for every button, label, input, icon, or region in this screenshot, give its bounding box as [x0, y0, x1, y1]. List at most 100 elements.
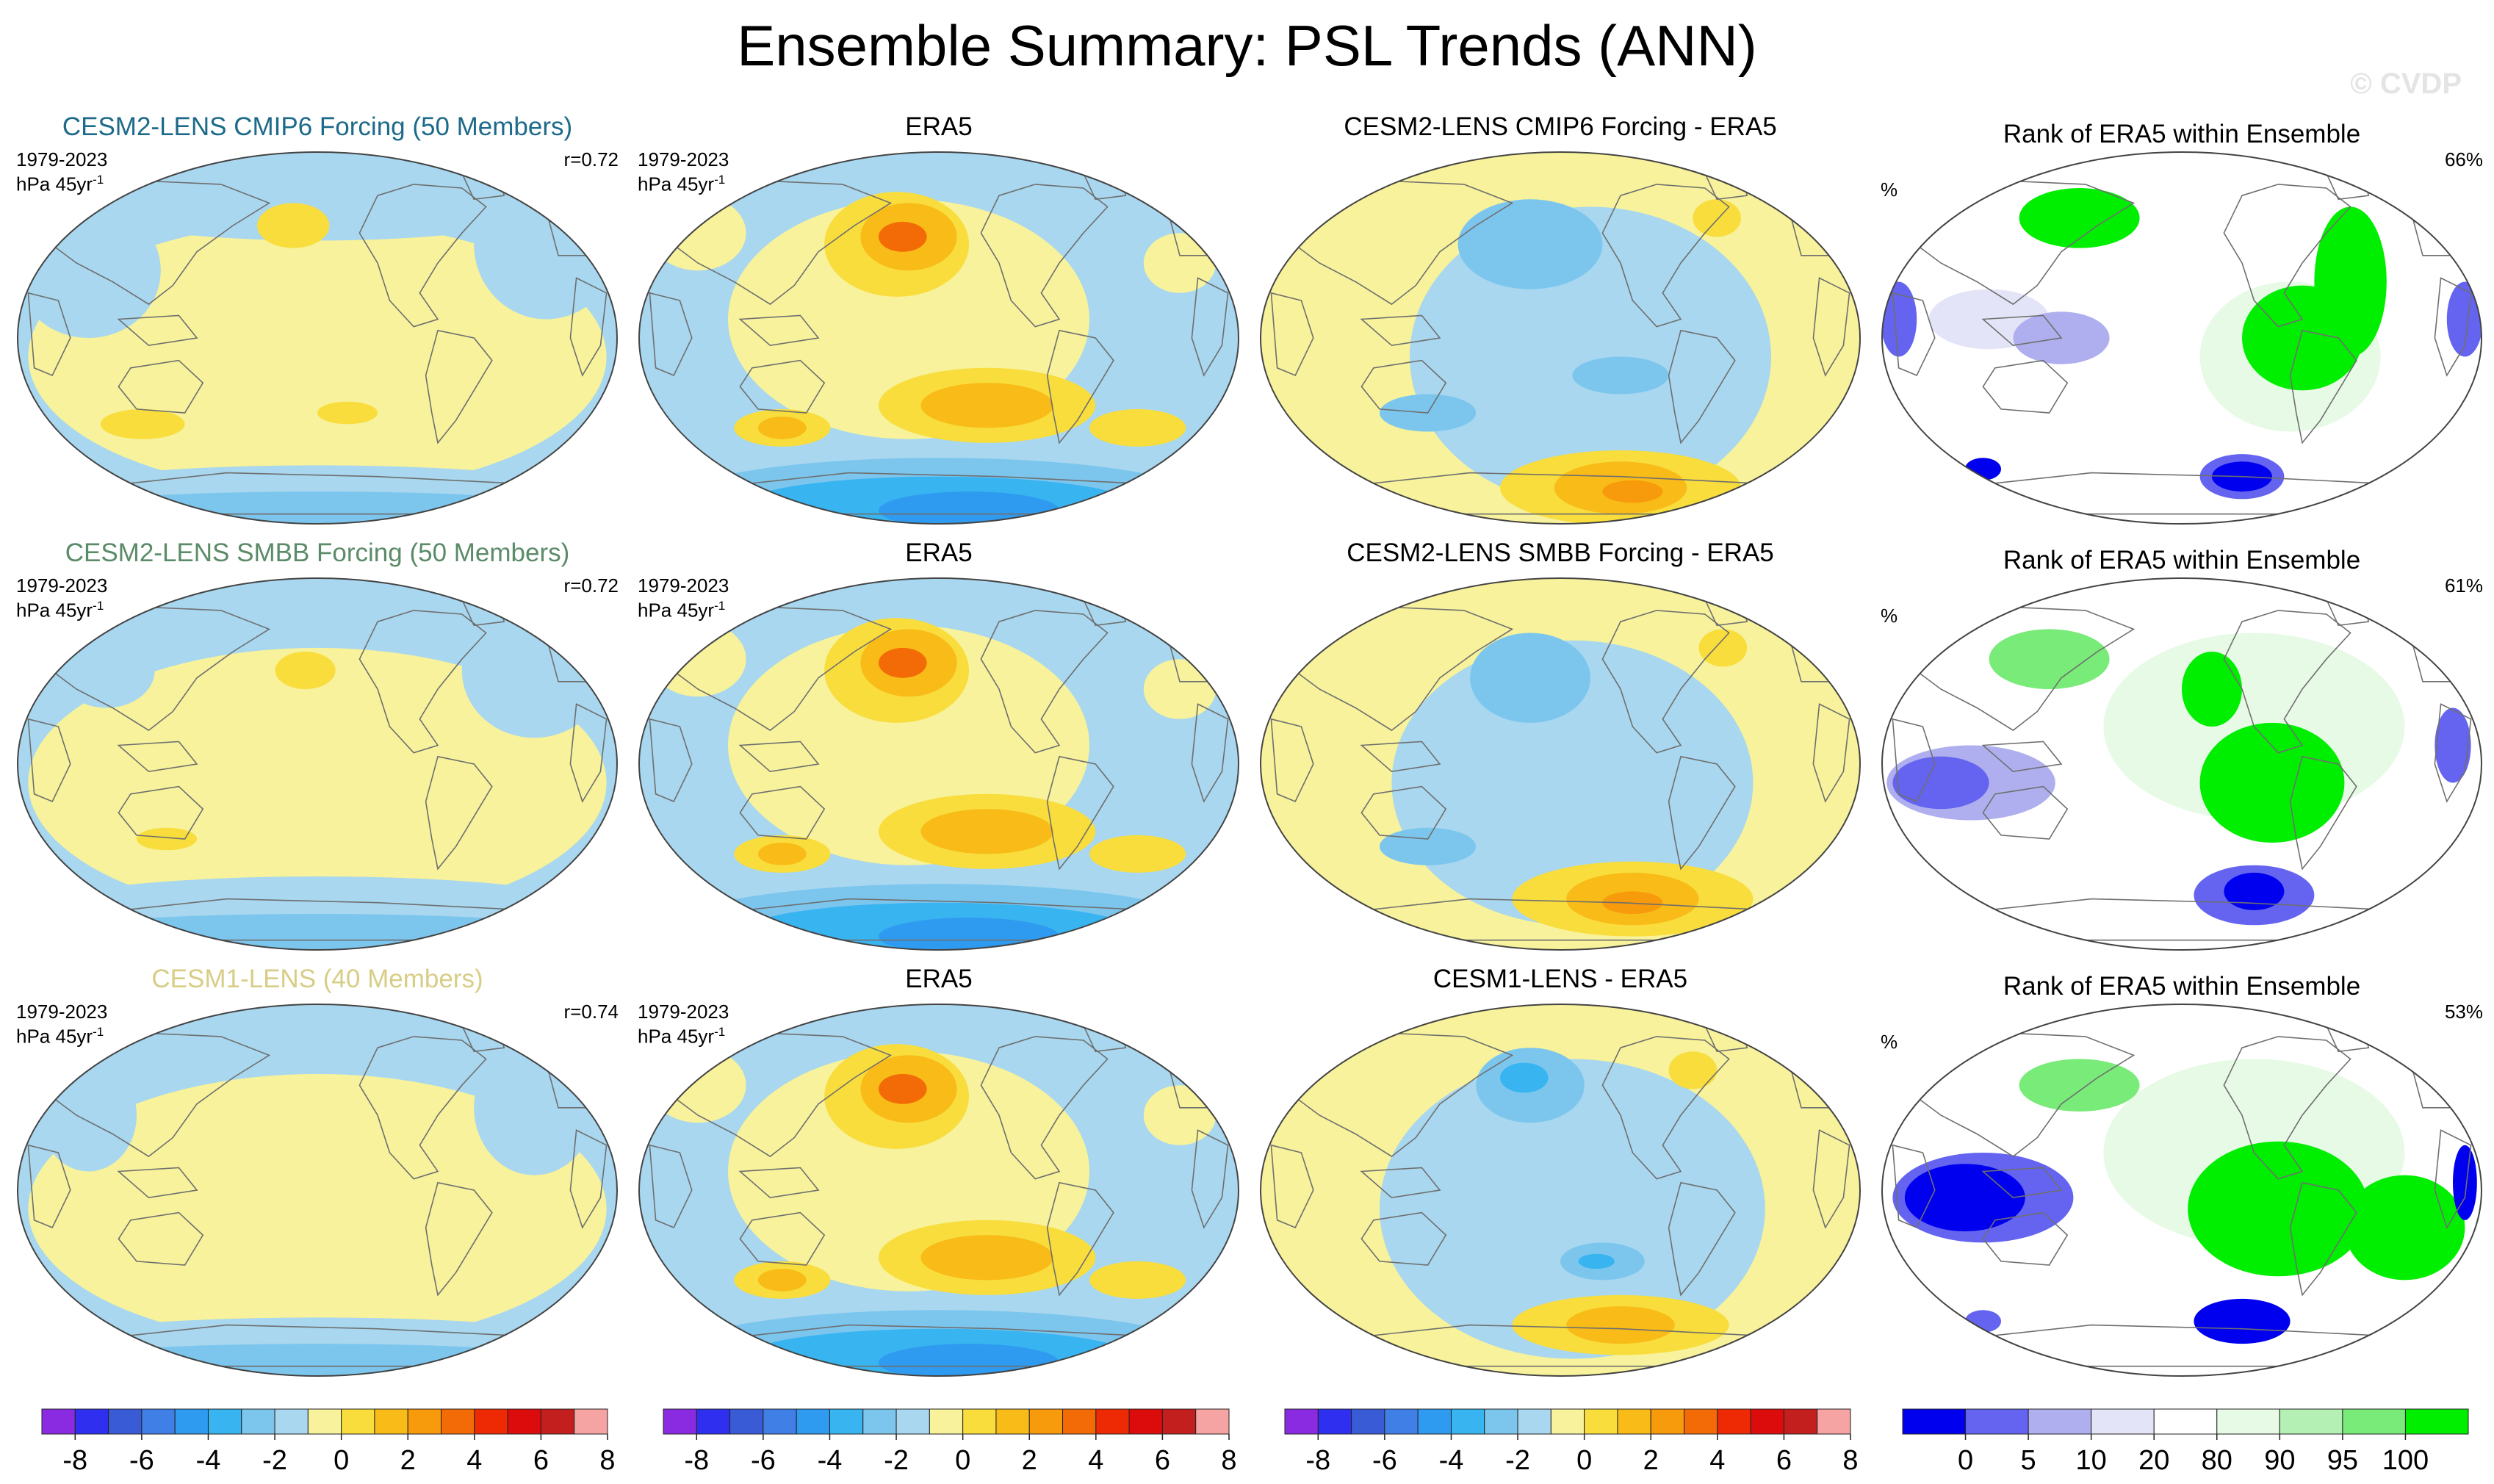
rank-unit-label: %: [1881, 179, 1898, 201]
coastline: [117, 314, 198, 347]
colorbar-segment: [1128, 1408, 1163, 1435]
map-border: [1260, 1004, 1861, 1377]
coastline: [1046, 329, 1114, 444]
colorbar-tick-label: 5: [2021, 1445, 2036, 1476]
model-panel-title: CESM2-LENS CMIP6 Forcing (50 Members): [62, 112, 573, 141]
map-border: [1260, 577, 1861, 951]
colorbar-segment: [895, 1408, 930, 1435]
map-border: [1260, 151, 1861, 525]
coastline: [27, 1144, 71, 1229]
colorbar-tick-label: 8: [1221, 1445, 1236, 1476]
colorbar-segment: [796, 1408, 830, 1435]
colorbar-segment: [829, 1408, 864, 1435]
colorbar-tick-label: -4: [818, 1445, 843, 1476]
colorbar-tick-label: 10: [2076, 1445, 2107, 1476]
colorbar-segment: [574, 1408, 608, 1435]
field-contour: [879, 1073, 927, 1104]
colorbar-segment: [1783, 1408, 1818, 1435]
coastline: [2223, 1036, 2351, 1180]
model-panel-title: CESM2-LENS SMBB Forcing (50 Members): [65, 539, 570, 567]
colorbar-tick-label: 8: [1842, 1445, 1858, 1476]
field-contour: [1470, 633, 1590, 723]
field-contour: [1693, 199, 1741, 237]
model-map: [17, 577, 618, 951]
coastline: [569, 277, 608, 377]
field-contour: [920, 383, 1053, 428]
coastline: [738, 314, 820, 347]
colorbar-segment: [1902, 1408, 1967, 1435]
colorbar-segment: [174, 1408, 209, 1435]
figure-title: Ensemble Summary: PSL Trends (ANN): [737, 13, 1757, 78]
coastline: [1892, 718, 1936, 803]
coastline: [1270, 1144, 1314, 1229]
coastline: [27, 718, 71, 803]
colorbar-segment: [1650, 1408, 1685, 1435]
colorbar-tick-label: -6: [129, 1445, 154, 1476]
field-contour: [758, 1269, 807, 1292]
coastline: [1289, 179, 1514, 306]
field-contour: [2182, 652, 2242, 727]
colorbar-tick-label: -8: [1305, 1445, 1330, 1476]
field-contour: [317, 401, 378, 425]
colorbar-tick-label: -2: [262, 1445, 287, 1476]
coastline: [667, 179, 893, 306]
coastline: [2223, 184, 2351, 328]
coastline: [1191, 277, 1229, 377]
obs-map: [638, 1004, 1239, 1377]
field-contour: [1602, 891, 1663, 914]
rank-colorbar: 0 5 10 20 80 90 95 100: [1902, 1408, 2469, 1476]
coastline: [649, 292, 693, 377]
coastline: [1289, 1031, 1514, 1158]
coastline: [2289, 1181, 2357, 1297]
diff-map: [1260, 577, 1861, 951]
coastline: [1046, 1181, 1114, 1297]
field-contour: [758, 417, 807, 439]
colorbar-segment: [1817, 1408, 1851, 1435]
units-text: hPa 45yr: [638, 599, 715, 622]
coastline: [425, 1181, 493, 1297]
units-exponent: -1: [714, 1025, 726, 1039]
units-label: hPa 45yr-1: [16, 595, 104, 622]
coastline: [358, 610, 487, 754]
coastline: [980, 1036, 1109, 1180]
coastline: [425, 755, 493, 871]
colorbar-segment: [74, 1408, 109, 1435]
coastline: [46, 179, 271, 306]
field-contour: [58, 633, 155, 708]
colorbar-segment: [1284, 1408, 1319, 1435]
colorbar-tick-label: 4: [466, 1445, 482, 1476]
coastline: [1812, 277, 1850, 377]
coastline: [2289, 329, 2357, 444]
colorbar-tick-label: 0: [1958, 1445, 1973, 1476]
coastline: [1910, 1031, 2136, 1158]
units-exponent: -1: [93, 599, 104, 613]
coastline: [2434, 703, 2472, 803]
coastline: [1601, 610, 1730, 754]
colorbar-segment: [1351, 1408, 1385, 1435]
colorbar-tick-label: -2: [884, 1445, 909, 1476]
colorbar-segment: [1195, 1408, 1230, 1435]
coastline: [649, 718, 693, 803]
field-contour: [1380, 1059, 1765, 1359]
coastline: [1812, 703, 1850, 803]
field-contour: [1143, 1085, 1217, 1145]
colorbar-tick-label: 6: [1776, 1445, 1792, 1476]
coastline: [118, 1211, 204, 1266]
model-trend-colorbar: -8 -6 -4 -2 0 2 4 6 8: [41, 1408, 616, 1476]
field-contour: [2194, 1298, 2291, 1344]
period-label: 1979-2023: [16, 148, 108, 170]
field-contour: [1500, 1062, 1549, 1093]
coastline: [358, 1036, 487, 1180]
colorbar-segment: [1717, 1408, 1751, 1435]
colorbar-segment: [474, 1408, 508, 1435]
coastline: [1289, 605, 1514, 732]
rank-map: [1881, 577, 2482, 951]
coastline: [117, 741, 198, 773]
units-label: hPa 45yr-1: [16, 1021, 104, 1048]
colorbar-tick-label: -4: [196, 1445, 221, 1476]
field-contour: [1391, 640, 1754, 926]
colorbar-segment: [1317, 1408, 1352, 1435]
field-contour: [275, 652, 336, 689]
coastline: [1812, 1129, 1850, 1229]
colorbar-tick-label: 0: [955, 1445, 970, 1476]
